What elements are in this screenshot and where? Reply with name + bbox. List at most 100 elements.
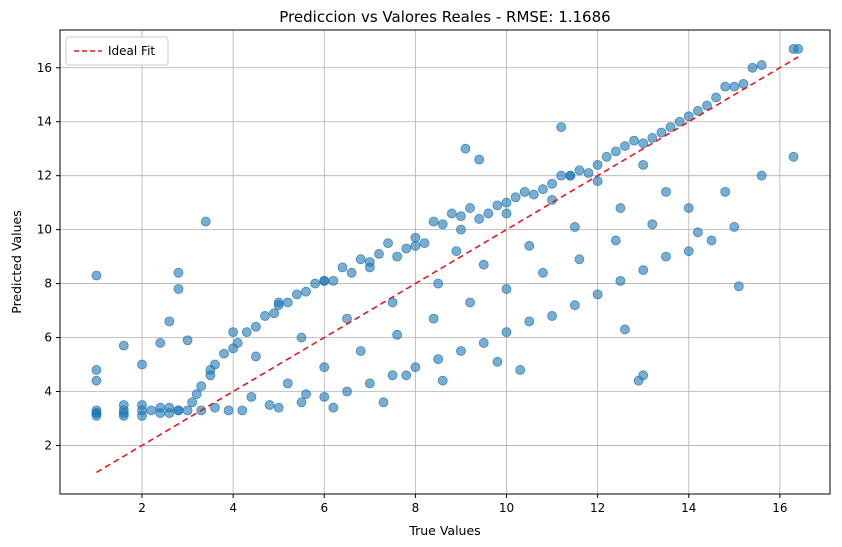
scatter-point xyxy=(433,278,444,289)
scatter-point xyxy=(519,186,530,197)
scatter-point xyxy=(574,165,585,176)
scatter-point xyxy=(683,246,694,257)
scatter-point xyxy=(610,235,621,246)
scatter-point xyxy=(683,203,694,213)
y-tick-label: 2 xyxy=(44,438,52,452)
scatter-point xyxy=(615,275,626,286)
scatter-point xyxy=(383,238,393,249)
x-tick-label: 10 xyxy=(499,501,514,515)
scatter-point xyxy=(273,402,284,413)
scatter-point xyxy=(656,127,667,138)
scatter-point xyxy=(556,170,567,181)
scatter-point xyxy=(437,375,448,386)
scatter-points xyxy=(91,43,804,421)
scatter-point xyxy=(492,200,503,211)
scatter-point xyxy=(747,62,758,73)
scatter-point xyxy=(173,284,184,294)
scatter-point xyxy=(661,251,671,262)
scatter-point xyxy=(401,243,412,254)
scatter-point xyxy=(733,281,744,292)
scatter-point xyxy=(446,208,457,219)
scatter-point xyxy=(465,297,475,308)
scatter-point xyxy=(328,275,339,286)
scatter-point xyxy=(196,381,207,391)
scatter-point xyxy=(401,370,412,381)
scatter-point xyxy=(665,122,676,133)
scatter-point xyxy=(251,351,261,362)
scatter-point xyxy=(638,138,649,149)
x-tick-label: 6 xyxy=(320,501,328,515)
scatter-point xyxy=(474,154,485,165)
scatter-point xyxy=(155,338,166,348)
scatter-point xyxy=(428,313,439,324)
legend-ideal-fit-label: Ideal Fit xyxy=(108,44,155,58)
scatter-point xyxy=(510,192,521,203)
scatter-point xyxy=(720,186,731,197)
scatter-point xyxy=(364,257,375,267)
scatter-point xyxy=(91,375,102,386)
scatter-point xyxy=(282,297,293,308)
scatter-point xyxy=(118,400,129,410)
y-tick-label: 14 xyxy=(37,115,52,129)
scatter-point xyxy=(273,297,284,308)
scatter-point xyxy=(164,402,175,413)
scatter-point xyxy=(337,262,348,273)
scatter-point xyxy=(342,386,352,397)
scatter-point xyxy=(433,354,444,365)
scatter-point xyxy=(547,311,557,321)
scatter-point xyxy=(756,170,767,181)
scatter-point xyxy=(301,389,311,400)
scatter-point xyxy=(187,397,198,408)
scatter-point xyxy=(565,170,576,181)
x-tick-label: 8 xyxy=(412,501,420,515)
scatter-point xyxy=(355,346,366,356)
scatter-point xyxy=(569,300,580,311)
scatter-point xyxy=(647,133,658,143)
y-tick-label: 10 xyxy=(37,223,52,237)
scatter-point xyxy=(501,197,512,208)
scatter-point xyxy=(456,346,466,356)
scatter-point xyxy=(328,402,339,413)
scatter-point xyxy=(647,219,658,230)
scatter-point xyxy=(301,286,311,297)
scatter-point xyxy=(528,189,539,200)
scatter-point xyxy=(296,332,307,343)
scatter-point xyxy=(428,216,439,227)
scatter-point xyxy=(319,362,330,373)
scatter-point xyxy=(638,159,649,170)
scatter-point xyxy=(729,81,740,92)
scatter-point xyxy=(592,289,603,300)
scatter-point xyxy=(205,370,216,381)
scatter-point xyxy=(601,151,612,162)
scatter-point xyxy=(478,338,489,348)
scatter-point xyxy=(146,405,157,416)
scatter-point xyxy=(615,203,626,213)
scatter-point xyxy=(538,267,548,278)
axis-ticks: 2 4 6 8 10 12 14 16 2 4 6 8 10 12 14 16 xyxy=(37,61,788,515)
scatter-point xyxy=(524,316,535,327)
scatter-point xyxy=(374,249,384,259)
y-tick-label: 16 xyxy=(37,61,52,75)
x-tick-label: 2 xyxy=(138,501,146,515)
scatter-point xyxy=(610,146,621,157)
scatter-point xyxy=(319,275,330,286)
scatter-point xyxy=(569,222,580,232)
scatter-point xyxy=(137,400,147,410)
scatter-point xyxy=(292,289,302,300)
scatter-point xyxy=(702,100,712,111)
scatter-point xyxy=(91,270,102,281)
y-tick-label: 6 xyxy=(44,331,52,345)
scatter-point xyxy=(118,340,129,351)
x-tick-label: 16 xyxy=(772,501,787,515)
scatter-point xyxy=(296,397,307,408)
scatter-point xyxy=(538,184,548,195)
scatter-point xyxy=(91,365,102,375)
x-tick-label: 14 xyxy=(681,501,696,515)
scatter-point xyxy=(232,338,243,348)
scatter-point xyxy=(478,259,489,270)
scatter-point xyxy=(674,116,685,127)
scatter-point xyxy=(310,278,321,289)
scatter-point xyxy=(692,106,703,116)
scatter-point xyxy=(711,92,721,103)
scatter-point xyxy=(378,397,389,408)
